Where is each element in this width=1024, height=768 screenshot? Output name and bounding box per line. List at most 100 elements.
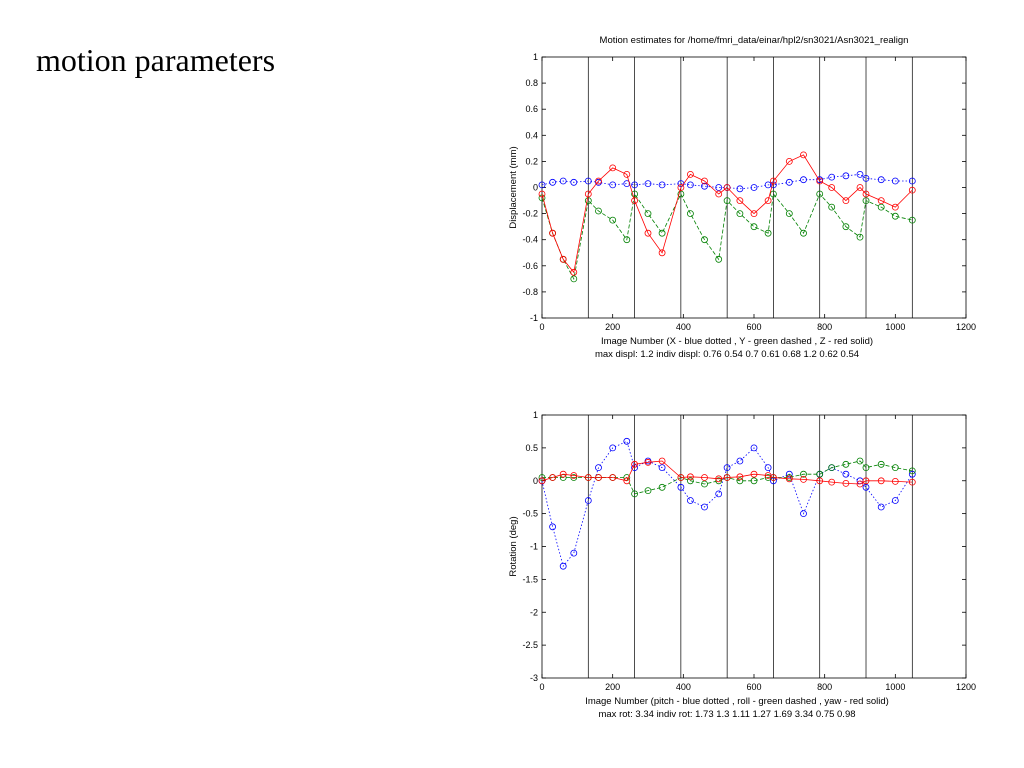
chart1-series-x-blue-line [541,173,913,190]
chart2-series-x-blue-point [658,464,666,472]
chart1-series-z-red-point [609,164,617,172]
chart2-series-x-blue-point [715,490,723,498]
chart2-series-z-red-point [736,473,744,481]
chart1-series-x-blue-point [584,177,592,185]
chart1-series-z-red-point [862,190,870,198]
chart1-series-z-red-point [570,268,578,276]
chart1-series-y-green-point [770,190,777,198]
chart1-series-y-green-point [828,203,836,211]
chart2-series-x-blue-point [736,457,744,465]
chart2-series-y-green-point [736,477,744,485]
chart1-series-y-green-point [891,212,899,220]
chart2-series-z-red-point [677,474,685,481]
chart2-series-x-blue-point [785,470,793,478]
chart1-series-z-red-point [800,151,807,159]
chart1-series-y-green-point [595,207,602,215]
chart1-series-x-blue-point [658,181,666,189]
chart2-series-z-red-point [701,474,708,481]
chart1-series-z-red-point [764,197,772,205]
chart1-series-y-green-point [687,210,694,218]
chart2-series-y-green-point [800,470,807,478]
chart1-ytick-label: -0.8 [522,287,538,297]
chart1-series-y-green-point [570,275,578,283]
chart1-series-x-blue-point [764,181,772,189]
chart1-series-y-green-point [631,190,638,198]
chart1-ytick-label: 0.2 [525,156,538,166]
chart2-series-x-blue-point [800,510,807,517]
chart2-series-y-green-point [856,457,864,465]
chart2-series-x-blue-point [908,470,916,478]
chart2-series-z-red-point [584,474,592,481]
chart2-series-z-red-point [908,478,916,486]
chart1-series-z-red-point [623,170,631,178]
chart2-plot-frame [541,414,967,679]
chart2-series-y-green-point [715,477,723,485]
chart2-series-x-blue-point [862,483,870,491]
chart2-series-z-red-point [842,479,850,487]
chart1-series-x-blue-point [842,172,850,180]
chart2-series-x-blue-point [570,549,578,557]
chart2-series-y-green-point [750,477,758,485]
chart2-series-z-red-point [559,470,567,478]
chart1-series-y-green-point [715,255,723,263]
chart2-series-y-green-point [877,460,885,468]
chart1-series-z-red-point [891,203,899,211]
chart2-series-z-red-point [687,473,694,481]
chart1-xtick-label: 1200 [956,322,976,332]
chart1-ytick-label: -0.4 [522,235,538,245]
chart1-series-z-red-point [785,157,793,165]
chart1-series-z-red-point [595,177,602,185]
chart1-series-z-red-point [856,184,864,191]
chart1-series-x-blue-point [891,177,899,185]
chart1-series-z-red-point [631,197,638,205]
chart2-series-z-red-point [770,474,777,481]
chart2-series-y-green-point [701,480,708,488]
chart1-series-z-red-point [559,255,567,263]
chart1-series-z-red-point [828,184,836,191]
chart1-series-x-blue-point [877,176,885,184]
chart1-series-y-green-line [541,192,913,281]
chart2-xtick-label: 1000 [885,682,905,692]
chart2-series-z-red-point [644,458,652,466]
chart2-series-y-green-point [891,464,899,472]
chart1-series-x-blue-point [715,184,723,191]
chart2-ylabel: Rotation (deg) [508,516,519,576]
chart2-series-z-red-point [623,477,631,485]
chart1-ylabel: Displacement (mm) [508,146,519,228]
chart2-series-x-blue-line [541,440,913,568]
chart2-xtick-label: 1200 [956,682,976,692]
chart2-series-z-red-point [595,474,602,481]
chart2-series-z-red-point [723,474,731,481]
chart1-series-z-red-point [908,186,916,194]
chart2-xlabel: Image Number (pitch - blue dotted , roll… [585,696,889,707]
chart1-ytick-label: -1 [530,313,538,323]
chart1-series-z-red-point [538,190,546,198]
chart2-series-z-red-point [862,477,870,485]
chart1-series-y-green-point [764,229,772,237]
chart1-series-z-red-point [877,197,885,205]
chart1-series-x-blue-point [609,181,617,189]
chart1-series-y-green-point [750,223,758,231]
chart2-series-z-red-point [715,475,723,483]
chart1-series-z-red-point [750,210,758,218]
chart2-series-y-green-point [828,464,836,472]
chart2-series-y-green-point [570,474,578,481]
chart2-series-z-red-point [891,477,899,485]
chart1-series-y-green-point [658,229,666,237]
chart2-ytick-label: -3 [530,673,538,683]
chart1-series-z-red-point [658,249,666,257]
chart1-series-y-green-point [800,229,807,237]
chart2-series-y-green-point [631,490,638,498]
chart1-series-y-green-point [908,216,916,224]
chart1-series-z-red-point [723,184,731,191]
chart2-series-x-blue-point [595,464,602,472]
chart1-series-y-green-point [816,190,824,198]
chart1-series-x-blue-point [828,173,836,181]
chart1-series-x-blue-point [862,174,870,182]
chart1-ytick-label: 0.4 [525,130,538,140]
chart1-series-y-green-point [623,236,631,244]
chart2-series-z-red-point [570,472,578,479]
chart2-footer: max rot: 3.34 indiv rot: 1.73 1.3 1.11 1… [598,709,855,720]
chart1-xtick-label: 0 [539,322,544,332]
chart1-ytick-label: -0.2 [522,209,538,219]
